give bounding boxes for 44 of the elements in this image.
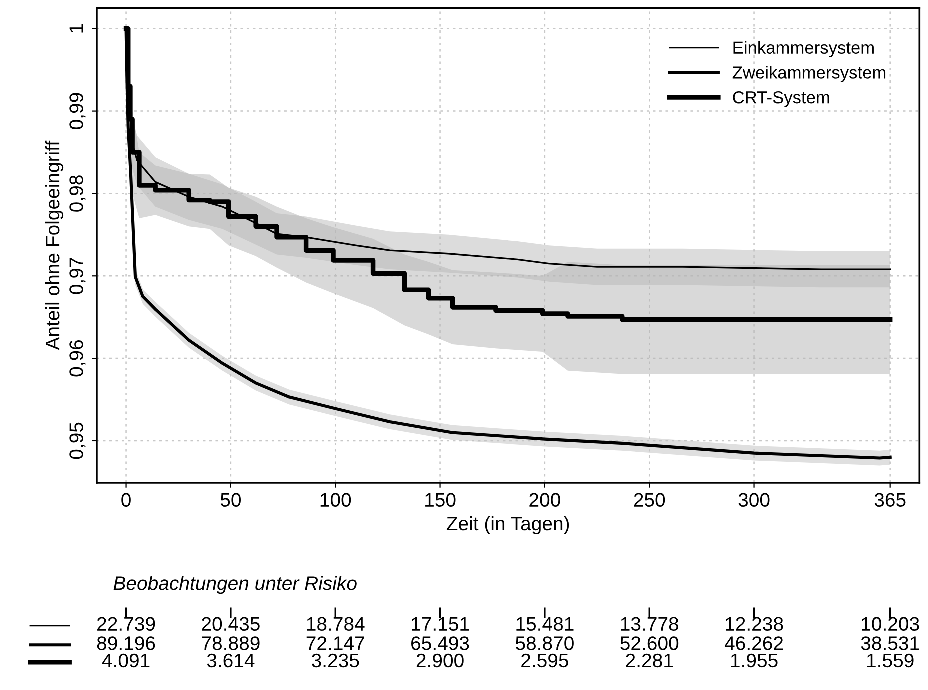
text: 1.559	[867, 654, 914, 668]
text: 2.595	[522, 654, 568, 668]
y-tick-label: 0,97	[70, 258, 86, 294]
x-axis-title: Zeit (in Tagen)	[446, 516, 570, 535]
x-tick-label: 250	[634, 493, 666, 508]
text: 89.196	[97, 636, 156, 650]
text: 17.151	[412, 617, 470, 632]
y-tick-label: 0,96	[70, 340, 86, 377]
text: 13.778	[621, 617, 679, 632]
text: 46.262	[724, 636, 784, 650]
text: 52.600	[620, 636, 679, 650]
legend-label: CRT-System	[733, 91, 830, 108]
x-tick-label: 100	[320, 493, 352, 508]
text: Beobachtungen unter Risiko	[114, 576, 357, 594]
text: 4.091	[102, 654, 150, 668]
x-tick-label: 300	[738, 493, 770, 508]
text: 58.870	[516, 636, 574, 650]
y-tick-label: 1	[70, 24, 84, 33]
text: 38.531	[861, 636, 920, 650]
text: 3.235	[312, 654, 360, 668]
text: 2.281	[626, 654, 673, 668]
x-tick-label: 365	[874, 493, 906, 508]
x-tick-label: 150	[426, 493, 456, 508]
text: 65.493	[412, 636, 470, 650]
y-tick-label: 0,95	[70, 422, 86, 460]
y-tick-label: 0,98	[70, 176, 86, 212]
text: 20.435	[202, 617, 260, 632]
x-tick-label: 0	[122, 493, 131, 508]
text: 72.147	[306, 636, 364, 650]
text: 3.614	[207, 654, 255, 668]
legend-label: Zweikammersystem	[732, 66, 886, 82]
legend-label: Einkammersystem	[734, 41, 874, 58]
text: 22.739	[98, 617, 156, 632]
text: 18.784	[307, 617, 365, 632]
text: 78.889	[202, 636, 260, 650]
x-tick-label: 50	[220, 493, 242, 508]
text: 15.481	[516, 617, 574, 632]
text: 12.238	[726, 617, 784, 632]
text: 10.203	[862, 617, 920, 632]
text: 2.900	[416, 654, 464, 668]
x-tick-label: 200	[530, 493, 560, 508]
text: 1.955	[731, 654, 778, 668]
y-tick-label: 0,99	[70, 93, 86, 130]
y-axis-title: Anteil ohne Folgeeingriff	[45, 140, 64, 350]
